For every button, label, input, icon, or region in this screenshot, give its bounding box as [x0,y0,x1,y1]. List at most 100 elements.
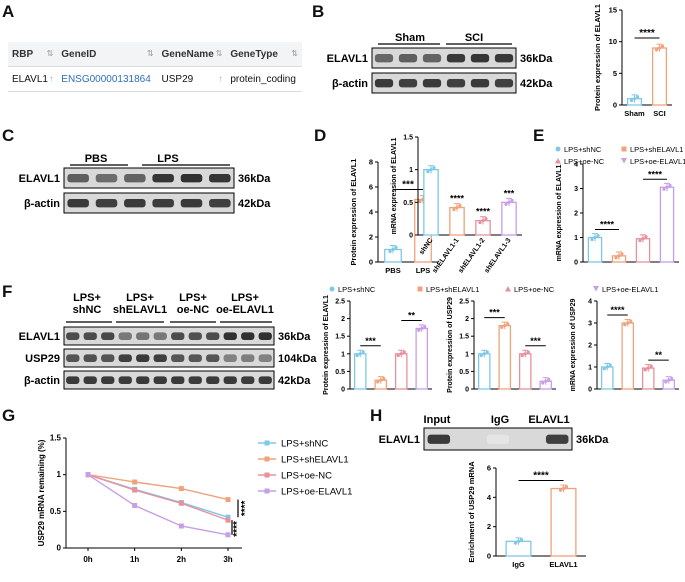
data-point [520,353,524,358]
sig-label: *** [402,180,414,191]
y-tick-label: 8 [369,158,373,167]
blot-band [422,79,442,88]
data-point [355,353,359,358]
legend-entry: LPS+shELAVL1 [630,145,683,154]
blot-group-label: Sham [395,32,425,44]
series-line [87,474,229,536]
blot-row-label: β-actin [24,198,60,210]
blot-group-label: SCI [465,32,483,44]
blot-group-label: PBS [85,153,108,165]
panel-label-e: E [533,126,545,145]
x-tick-label: 1h [130,555,139,564]
data-point [638,239,642,243]
sig-label: *** [530,336,541,346]
blot-band [83,332,97,340]
data-point [662,187,666,191]
bar [415,327,429,390]
sig-label: **** [610,305,625,315]
series-point [178,500,184,506]
sig-label: **** [533,471,549,482]
x-tick-label: SCI [653,109,666,118]
y-tick-label: 0.5 [335,369,345,376]
blot-band [171,376,185,384]
y-tick-label: 2 [487,522,491,531]
blot-band [152,174,174,183]
col-genename[interactable]: GeneName ⇅ [157,42,227,67]
sig-label: **** [600,220,615,230]
blot-band [188,376,202,384]
data-point [646,366,650,370]
y-axis-label: mRNA expression of USP29 [570,299,577,392]
blot-group-label: LPS+ [126,292,154,304]
col-rbp[interactable]: RBP ⇅ [8,42,58,67]
legend-entry: LPS+oe-NC [514,285,555,294]
y-tick-label: 0.5 [50,507,62,516]
data-point [614,256,618,260]
bar [501,201,517,236]
cell-genetype: protein_coding [226,66,302,92]
series-point [225,514,231,520]
series-point [178,523,184,529]
blot-group-label: ELAVL1 [528,414,569,426]
blot-size-label: 42kDa [278,375,311,387]
data-point [432,166,436,170]
data-point [541,381,545,385]
y-tick-label: 2.5 [335,299,345,306]
data-point [649,364,653,368]
data-point [478,220,482,225]
blot-size-label: 104kDa [278,353,317,365]
y-tick-label: 2 [465,316,469,323]
data-point [504,202,508,206]
blot-band [209,199,231,208]
y-tick-label: 3 [588,321,592,328]
blot-band [206,376,220,384]
blot-band [470,79,490,88]
y-tick-label: 0 [574,260,578,267]
data-point [667,378,671,382]
y-tick-label: 0 [465,387,469,394]
blot-band [427,434,451,444]
col-geneid[interactable]: GeneID ⇅ [57,42,158,67]
legend-marker [264,456,270,462]
blot-band [171,332,185,340]
y-tick-label: 1.5 [459,334,469,341]
y-tick-label: 0 [409,233,413,240]
data-point [388,249,392,254]
bar [449,206,465,236]
data-point [657,46,662,50]
blot-row-label: ELAVL1 [327,53,368,65]
blot-band [258,354,272,362]
data-point [391,247,395,252]
legend-entry: LPS+shNC [281,439,328,450]
y-tick-label: 1.5 [335,334,345,341]
blot-band [66,354,80,362]
y-axis-label: Protein expression of ELAVL1 [323,295,330,395]
panel-label-d: D [314,126,327,145]
y-tick-label: 0.5 [459,369,469,376]
x-tick-label: 0h [83,555,92,564]
data-point [426,170,430,174]
blot-band [258,376,272,384]
x-tick-label: shELAVL1-3 [484,237,513,274]
blot-band [258,332,272,340]
blot-group-label: Input [424,414,451,426]
legend-marker [555,158,561,164]
bar [659,186,675,263]
blot-band [446,54,466,63]
blot-band [136,376,150,384]
data-point [629,98,634,103]
data-point [507,200,511,204]
blot-band [422,54,442,63]
series-point [225,532,231,538]
cell-geneid[interactable]: ENSG00000131864 [57,66,158,92]
data-point [481,219,485,223]
data-point [547,377,551,382]
table-row: ELAVL1 ↑ ENSG00000131864 USP29 ↑ protein_c… [8,66,302,92]
blot-band [67,174,89,183]
blot-band [153,332,167,340]
blot-band [446,79,466,88]
sig-label: **** [240,501,251,517]
col-genetype[interactable]: GeneType ⇅ [226,42,302,67]
series-point [225,497,231,503]
